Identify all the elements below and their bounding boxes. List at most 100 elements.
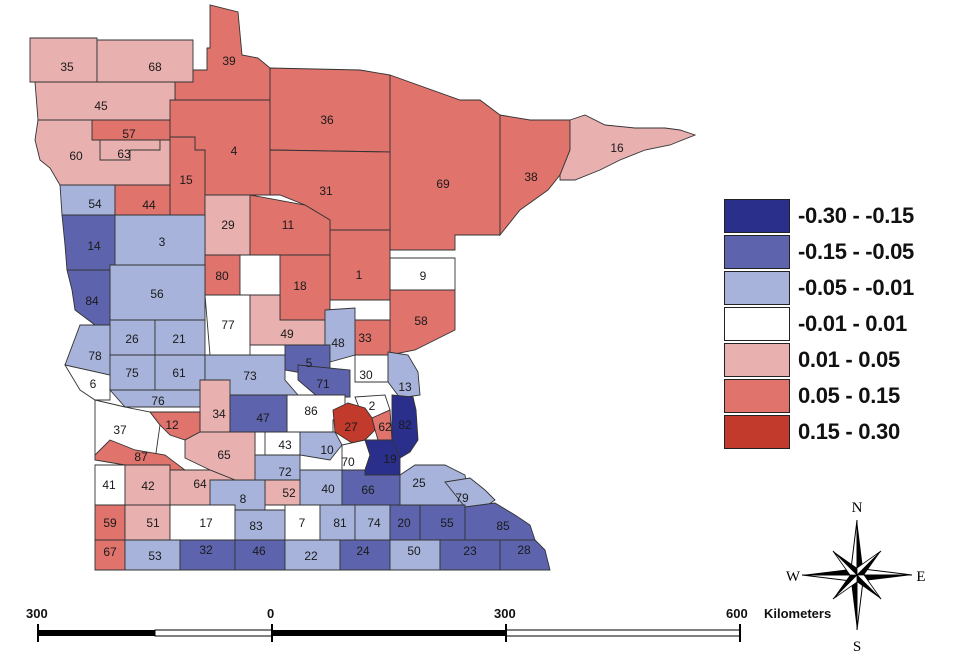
county-68 [96,39,194,83]
county-60 [34,119,171,186]
county-label-10: 10 [320,443,334,457]
county-label-5: 5 [306,356,313,370]
county-label-55: 55 [440,516,454,530]
county-label-61: 61 [172,366,186,380]
county-label-42: 42 [141,479,155,493]
county-label-77: 77 [221,318,235,332]
county-label-12: 12 [165,418,179,432]
county-label-75: 75 [125,366,139,380]
county-label-3: 3 [159,235,166,249]
county-label-40: 40 [321,482,335,496]
county-label-11: 11 [282,218,295,232]
county-label-65: 65 [217,448,231,462]
county-label-45: 45 [94,99,108,113]
county-label-13: 13 [398,380,412,394]
county-label-41: 41 [102,478,116,492]
county-label-60: 60 [69,149,83,163]
compass-w: W [786,569,801,585]
county-label-14: 14 [87,239,101,253]
county-label-50: 50 [407,544,421,558]
county-label-25: 25 [412,476,426,490]
county-label-18: 18 [293,279,307,293]
county-label-72: 72 [278,465,292,479]
compass-e: E [916,569,925,585]
county-label-74: 74 [367,516,381,530]
county-label-2: 2 [369,399,376,413]
county-34 [199,379,231,433]
county-label-70: 70 [341,455,355,469]
county-label-22: 22 [304,549,318,563]
county-label-46: 46 [252,544,266,558]
county-label-86: 86 [304,404,318,418]
scale-seg-2 [154,629,273,637]
county-label-1: 1 [356,268,363,282]
county-label-17: 17 [199,516,213,530]
county-label-69: 69 [436,177,450,191]
county-label-9: 9 [420,269,427,283]
county-36 [269,67,391,153]
legend-swatch [724,307,790,341]
county-label-21: 21 [172,332,186,346]
county-label-63: 63 [117,147,131,161]
county-label-37: 37 [113,423,127,437]
legend-item: 0.15 - 0.30 [724,414,914,450]
legend-label: 0.05 - 0.15 [798,383,900,408]
county-label-76: 76 [151,394,165,408]
county-label-48: 48 [331,336,345,350]
county-label-83: 83 [249,519,263,533]
county-label-39: 39 [222,54,236,68]
county-label-49: 49 [280,327,294,341]
scale-seg-4 [505,629,741,637]
scale-tick-label: 300 [494,606,516,621]
legend-swatch [724,379,790,413]
county-label-8: 8 [240,492,247,506]
county-label-85: 85 [496,519,510,533]
scale-seg-3 [272,630,506,636]
legend-item: -0.30 - -0.15 [724,198,914,234]
legend-item: -0.01 - 0.01 [724,306,914,342]
county-label-32: 32 [199,543,213,557]
scale-bar [37,624,741,642]
county-label-81: 81 [333,516,347,530]
legend-item: 0.05 - 0.15 [724,378,914,414]
county-label-51: 51 [146,516,160,530]
compass-rose-icon: N S E W [786,500,926,655]
county-label-34: 34 [212,407,226,421]
county-label-15: 15 [179,173,193,187]
county-label-43: 43 [278,438,292,452]
legend-swatch [724,235,790,269]
county-label-30: 30 [359,368,373,382]
legend-label: -0.30 - -0.15 [798,203,914,228]
county-label-36: 36 [320,113,334,127]
county-69 [389,74,501,251]
scale-tick-label: 300 [26,606,48,621]
scale-seg-1 [38,630,155,636]
county-label-24: 24 [356,544,370,558]
county-label-78: 78 [88,349,102,363]
county-label-68: 68 [148,60,162,74]
legend-item: -0.15 - -0.05 [724,234,914,270]
legend-swatch [724,415,790,449]
county-label-64: 64 [193,477,207,491]
county-16 [559,114,697,181]
county-label-28: 28 [517,543,531,557]
county-label-54: 54 [88,197,102,211]
county-label-47: 47 [256,411,270,425]
county-label-6: 6 [90,377,97,391]
compass-n: N [852,500,863,516]
county-label-56: 56 [150,287,164,301]
county-label-58: 58 [414,314,428,328]
county-label-19: 19 [383,452,397,466]
county-label-27: 27 [344,420,358,434]
legend-label: -0.15 - -0.05 [798,239,914,264]
county-1 [329,229,391,301]
county-label-84: 84 [85,294,99,308]
county-label-52: 52 [282,486,296,500]
county-label-79: 79 [455,491,469,505]
county-label-67: 67 [103,545,117,559]
county-28 [499,539,551,571]
scale-unit: Kilometers [764,606,832,621]
scale-tick-label: 0 [267,606,275,621]
legend-item: 0.01 - 0.05 [724,342,914,378]
scale-tick-label: 600 [726,606,748,621]
